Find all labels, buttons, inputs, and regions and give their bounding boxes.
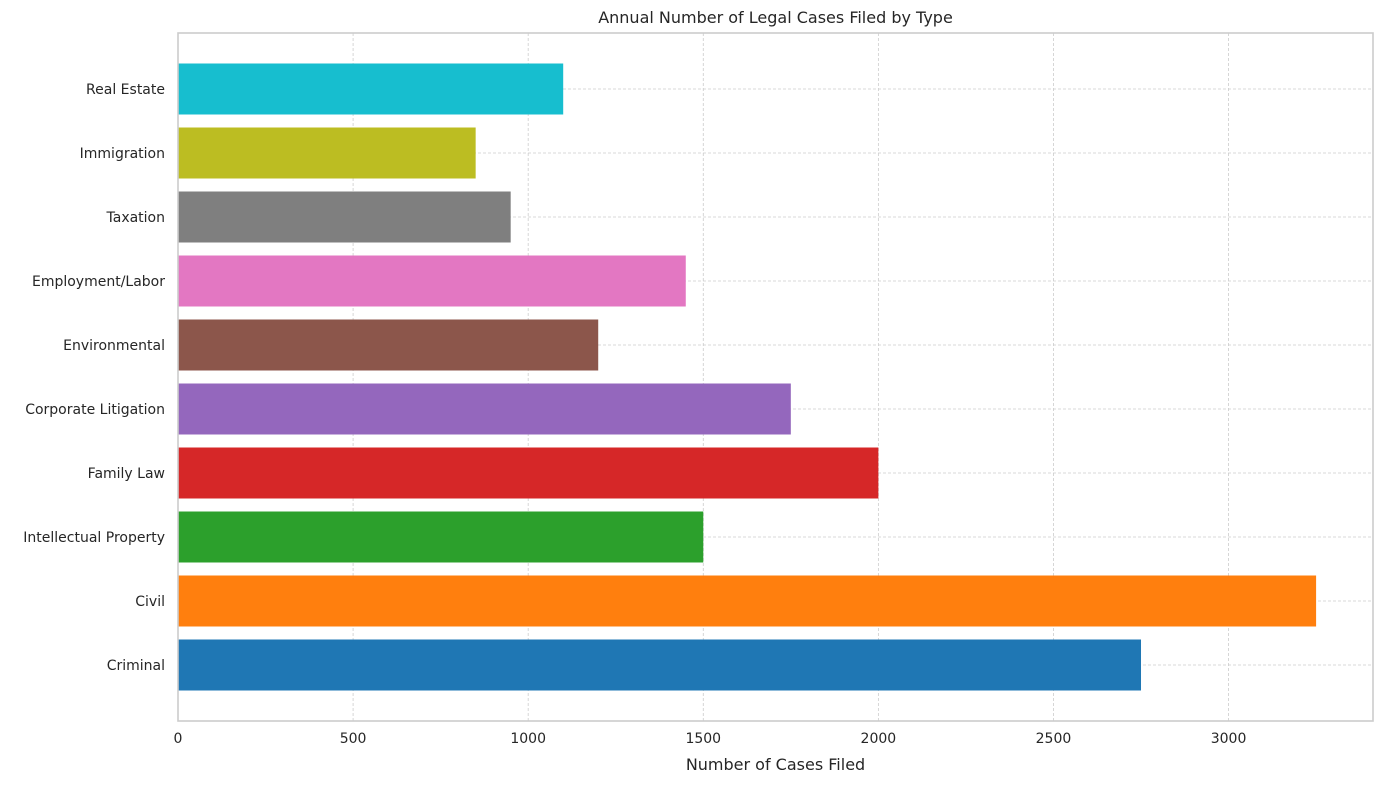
- bar-taxation: [178, 191, 511, 243]
- x-tick-label: 2500: [1036, 731, 1072, 747]
- category-label: Real Estate: [86, 82, 165, 98]
- bar-intellectual-property: [178, 511, 704, 563]
- bar-real-estate: [178, 63, 564, 115]
- category-label: Civil: [135, 594, 165, 610]
- x-tick-label: 0: [174, 731, 183, 747]
- category-label: Family Law: [88, 466, 165, 482]
- category-label: Criminal: [107, 658, 165, 674]
- category-label: Employment/Labor: [32, 274, 165, 290]
- category-label: Environmental: [63, 338, 165, 354]
- bars: [178, 63, 1317, 691]
- category-label: Corporate Litigation: [25, 402, 165, 418]
- x-tick-label: 500: [340, 731, 367, 747]
- axes: 0 500 1000 1500 2000 2500 3000 Criminal Civil Int…: [23, 32, 1374, 747]
- bar-family-law: [178, 447, 879, 499]
- bar-corporate-litigation: [178, 383, 791, 435]
- bar-civil: [178, 575, 1317, 627]
- x-tick-label: 2000: [861, 731, 897, 747]
- chart-title: Annual Number of Legal Cases Filed by Ty…: [598, 8, 953, 27]
- x-tick-label: 1000: [510, 731, 546, 747]
- category-label: Immigration: [80, 146, 165, 162]
- plot-frame: [177, 32, 1374, 722]
- bar-environmental: [178, 319, 599, 371]
- x-axis-title: Number of Cases Filed: [686, 755, 865, 774]
- bar-immigration: [178, 127, 476, 179]
- bar-employment-labor: [178, 255, 686, 307]
- category-label: Intellectual Property: [23, 530, 165, 546]
- x-tick-label: 1500: [685, 731, 721, 747]
- bar-criminal: [178, 639, 1142, 691]
- x-tick-label: 3000: [1211, 731, 1247, 747]
- category-label: Taxation: [106, 210, 166, 226]
